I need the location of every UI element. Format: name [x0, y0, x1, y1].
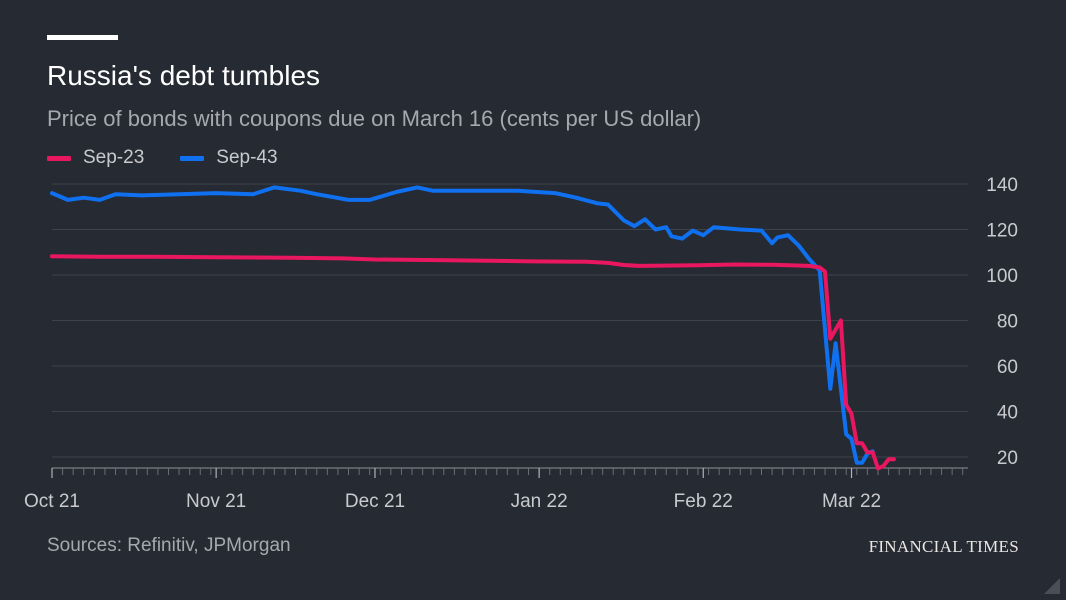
chart-gridlines [52, 183, 968, 458]
y-tick-label-100: 100 [986, 266, 1018, 287]
y-tick-label-60: 60 [997, 357, 1018, 378]
y-tick-label-80: 80 [997, 312, 1018, 333]
y-axis-tick-labels: 20 40 60 80 100 120 140 [986, 175, 1018, 469]
y-tick-label-120: 120 [986, 221, 1018, 242]
legend-item-sep-43: Sep-43 [180, 147, 278, 169]
legend-label-sep-43: Sep-43 [216, 147, 278, 168]
chart-series [50, 185, 896, 471]
publisher-logo: FINANCIAL TIMES [868, 537, 1019, 556]
x-tick-label: Feb 22 [674, 491, 733, 512]
header-accent-bar [47, 35, 118, 40]
legend-swatch-sep-23 [47, 155, 71, 161]
y-tick-label-140: 140 [986, 175, 1018, 196]
x-axis: Oct 21 Nov 21 Dec 21 Jan 22 Feb 22 Mar 22 [24, 467, 968, 512]
x-tick-label: Oct 21 [24, 491, 80, 512]
series-line-sep-23 [50, 254, 896, 471]
x-tick-label: Mar 22 [822, 491, 881, 512]
legend-item-sep-23: Sep-23 [47, 147, 144, 169]
x-tick-label: Dec 21 [345, 491, 405, 512]
x-tick-label: Nov 21 [186, 491, 246, 512]
legend-label-sep-23: Sep-23 [83, 147, 145, 168]
legend-swatch-sep-43 [180, 155, 205, 161]
chart-subtitle: Price of bonds with coupons due on March… [47, 106, 702, 131]
x-tick-label: Jan 22 [511, 491, 568, 512]
chart-legend: Sep-23 Sep-43 [47, 145, 314, 171]
series-line-sep-43 [50, 185, 875, 465]
source-note: Sources: Refinitiv, JPMorgan [47, 535, 291, 556]
y-tick-label-40: 40 [997, 403, 1018, 424]
corner-resize-icon [1044, 578, 1060, 594]
chart-title: Russia's debt tumbles [47, 60, 321, 91]
y-tick-label-20: 20 [997, 448, 1018, 469]
